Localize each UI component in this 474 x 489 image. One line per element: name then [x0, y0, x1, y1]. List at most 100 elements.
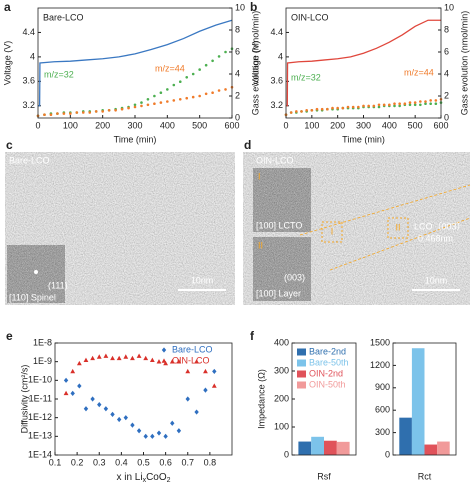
data-point: [43, 113, 46, 116]
data-point: [114, 109, 117, 112]
data-point: [198, 68, 201, 71]
panel-d: d OIN-LCO I [100] LCTO II (003) [100] La…: [243, 138, 471, 305]
legend-label: Bare-2nd: [309, 346, 346, 356]
data-point: [403, 102, 407, 105]
x-tick-label: 600: [433, 120, 448, 130]
x-tick-label: 400: [382, 120, 397, 130]
data-point: [153, 102, 156, 105]
data-point: [300, 110, 303, 113]
x-tick-label: 400: [160, 120, 175, 130]
data-point: [143, 355, 149, 361]
data-point: [103, 406, 109, 412]
bar: [324, 440, 337, 455]
bar: [437, 441, 450, 455]
data-point: [56, 112, 59, 115]
data-point: [326, 107, 329, 111]
legend-swatch: [297, 348, 306, 356]
x-tick-label: 0.7: [181, 457, 194, 467]
data-point: [191, 95, 195, 99]
data-point: [176, 428, 182, 434]
data-point: [178, 80, 182, 83]
y2-axis-label: Gass evolution (nmol/min): [250, 11, 260, 116]
data-point: [185, 76, 189, 79]
data-point: [367, 104, 370, 108]
data-point: [83, 357, 89, 362]
data-point: [156, 359, 162, 364]
data-point: [159, 101, 163, 104]
y2-tick-label: 6: [444, 46, 449, 56]
data-point: [434, 99, 438, 102]
inset-caption: [100] Layer: [256, 288, 301, 298]
y-tick-label: 1E-12: [28, 412, 52, 422]
data-point: [377, 103, 381, 107]
data-point: [159, 91, 163, 94]
data-point: [320, 107, 324, 111]
data-point: [346, 105, 350, 109]
data-point: [172, 99, 176, 102]
y2-tick-label: 10: [444, 2, 454, 12]
y2-tick-label: 10: [235, 2, 245, 12]
data-point: [110, 355, 115, 361]
x-tick-label: 300: [127, 120, 142, 130]
panel-label: b: [250, 0, 257, 14]
y-tick-label: 1E-14: [28, 449, 52, 459]
data-point: [185, 368, 191, 374]
data-point: [133, 105, 137, 109]
inset-caption: [100] LCTO: [256, 220, 302, 230]
image-title: OIN-LCO: [256, 155, 294, 165]
data-point: [116, 416, 122, 423]
spot-label: (111): [48, 280, 68, 290]
data-point: [185, 96, 189, 100]
data-point: [351, 105, 355, 109]
y2-tick-label: 6: [235, 46, 240, 56]
x-tick-label: 0: [35, 120, 40, 130]
data-point: [191, 72, 195, 76]
data-point: [331, 106, 334, 110]
data-point: [70, 368, 76, 374]
data-point: [146, 98, 150, 101]
data-point: [83, 406, 89, 412]
data-point: [81, 111, 85, 114]
data-point: [429, 99, 432, 102]
y-tick-label: 1E-11: [29, 393, 52, 403]
data-point: [315, 107, 319, 111]
line: [38, 19, 233, 107]
data-point: [127, 106, 130, 110]
data-point: [90, 396, 95, 402]
y-tick-label: 400: [274, 337, 289, 347]
legend-marker: [161, 358, 167, 363]
y-tick-label: 1500: [370, 337, 390, 347]
spacing-value: 0.468nm: [418, 233, 453, 243]
data-point: [362, 104, 365, 108]
plot-title: Bare-LCO: [43, 12, 84, 22]
y-tick-label: 4.4: [270, 27, 283, 37]
y2-tick-label: 2: [235, 90, 240, 100]
y-tick-label: 1E-8: [33, 337, 52, 347]
legend-swatch: [297, 381, 306, 389]
interface-line: [299, 184, 471, 271]
data-point: [413, 101, 417, 104]
annotation: m/z=44: [155, 63, 185, 73]
plot-frame: [54, 342, 233, 456]
data-point: [63, 390, 69, 396]
data-point: [217, 89, 221, 92]
data-point: [63, 377, 69, 383]
bar: [298, 441, 312, 455]
data-point: [123, 354, 129, 359]
data-point: [357, 105, 360, 109]
data-point: [150, 433, 155, 439]
data-point: [305, 109, 308, 112]
legend-label: OIN-2nd: [309, 368, 343, 378]
region-mark: I: [331, 226, 334, 236]
x-tick-label: 600: [224, 120, 239, 130]
y2-tick-label: 4: [235, 68, 240, 78]
data-point: [120, 107, 124, 111]
y-axis-label: Voltage (V): [250, 41, 260, 86]
y-tick-label: 3.6: [22, 76, 35, 86]
panel-label: f: [250, 329, 255, 343]
y-tick-label: 4.4: [22, 27, 35, 37]
bar: [311, 436, 324, 455]
data-point: [217, 55, 221, 58]
data-point: [172, 83, 176, 87]
data-point: [388, 103, 391, 107]
